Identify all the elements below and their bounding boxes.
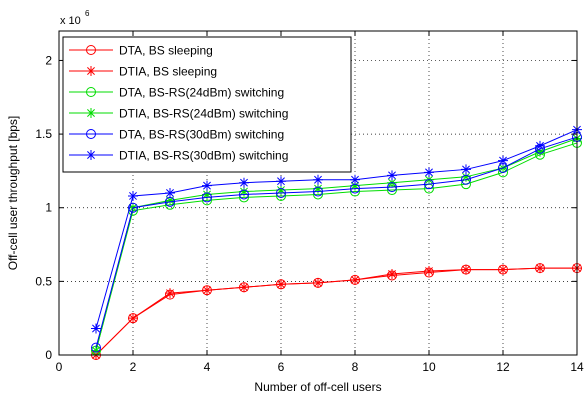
legend: DTA, BS sleeping DTIA, BS sleeping DTA, BS… (62, 36, 352, 173)
x-tick-label: 6 (278, 360, 285, 374)
legend-item: DTIA, BS-RS(24dBm) switching (69, 107, 288, 121)
data-point (128, 313, 138, 324)
data-point (202, 285, 212, 296)
data-point (165, 288, 175, 299)
series-line (95, 142, 578, 351)
data-point (313, 174, 323, 185)
data-point (424, 167, 434, 178)
legend-swatch-marker (86, 108, 96, 118)
data-point (350, 274, 360, 285)
legend-item: DTIA, BS-RS(30dBm) switching (69, 149, 288, 163)
data-point (276, 188, 286, 198)
y-tick-label: 0 (45, 348, 52, 362)
data-point (165, 188, 175, 198)
plot-frame (58, 30, 578, 356)
x-axis-label: Number of off-cell users (254, 380, 381, 394)
data-point (128, 202, 138, 213)
x-tick-label: 14 (570, 360, 584, 374)
data-point (202, 192, 212, 203)
legend-item: DTIA, BS sleeping (69, 65, 217, 79)
y-tick-label: 0.5 (35, 274, 52, 288)
x-tick-label: 12 (496, 360, 510, 374)
data-point (424, 266, 434, 277)
series-lines (91, 124, 582, 360)
data-point (313, 277, 323, 288)
data-point (498, 155, 508, 166)
legend-item: DTA, BS-RS(24dBm) switching (69, 86, 284, 100)
data-point (461, 264, 471, 275)
legend-label: DTIA, BS sleeping (119, 65, 217, 79)
data-point (239, 177, 249, 188)
data-point (313, 183, 323, 194)
data-point (498, 264, 508, 275)
data-point (461, 171, 471, 182)
data-point (313, 186, 323, 197)
data-point (276, 176, 286, 187)
series-line (95, 136, 578, 348)
y-multiplier-exponent: 6 (85, 9, 90, 18)
data-point (461, 174, 471, 185)
x-tick-label: 8 (352, 360, 359, 374)
legend-label: DTIA, BS-RS(24dBm) switching (119, 107, 288, 121)
y-tick-label: 1.5 (35, 127, 52, 141)
data-point (387, 269, 397, 279)
legend-swatch-marker (86, 150, 96, 160)
x-tick-label: 2 (130, 360, 137, 374)
legend-swatch-marker (86, 45, 96, 55)
x-tick-label: 4 (204, 360, 211, 374)
legend-label: DTA, BS-RS(24dBm) switching (119, 86, 284, 100)
legend-item: DTA, BS-RS(30dBm) switching (69, 128, 284, 142)
legend-label: DTA, BS sleeping (119, 44, 213, 58)
legend-label: DTA, BS-RS(30dBm) switching (119, 128, 284, 142)
legend-swatch-marker (86, 129, 96, 139)
data-point (535, 263, 545, 274)
series-5 (91, 132, 582, 353)
data-point (535, 140, 545, 151)
y-tick-label: 1 (45, 201, 52, 215)
data-point (350, 180, 360, 191)
data-point (461, 164, 471, 175)
legend-label: DTIA, BS-RS(30dBm) switching (119, 149, 288, 163)
data-point (350, 174, 360, 185)
data-point (91, 323, 101, 334)
y-axis-label: Off-cell user throughput [bps] (6, 116, 20, 271)
data-point (424, 179, 434, 190)
data-point (202, 180, 212, 191)
data-point (128, 190, 138, 201)
data-point (202, 189, 212, 200)
data-point (91, 345, 101, 356)
data-point (239, 189, 249, 200)
legend-swatch-marker (86, 87, 96, 97)
data-point (239, 186, 249, 197)
series-6 (91, 124, 582, 334)
data-point (91, 342, 101, 353)
legend-swatch-marker (86, 66, 96, 76)
legend-item: DTA, BS sleeping (69, 44, 213, 58)
data-point (276, 185, 286, 196)
data-point (387, 170, 397, 181)
data-point (239, 282, 249, 293)
x-tick-label: 10 (422, 360, 436, 374)
axes: 0 2 4 6 8 10 12 14 0 0.5 1 1.5 2 (35, 31, 584, 374)
data-point (535, 146, 545, 157)
legend-box (62, 36, 352, 173)
data-point (165, 195, 175, 206)
data-point (387, 182, 397, 193)
series-line (95, 129, 578, 329)
y-multiplier-label: x 10 (60, 15, 81, 27)
x-tick-label: 0 (56, 360, 63, 374)
y-tick-label: 2 (45, 53, 52, 67)
data-point (276, 279, 286, 290)
series-line (95, 267, 577, 356)
